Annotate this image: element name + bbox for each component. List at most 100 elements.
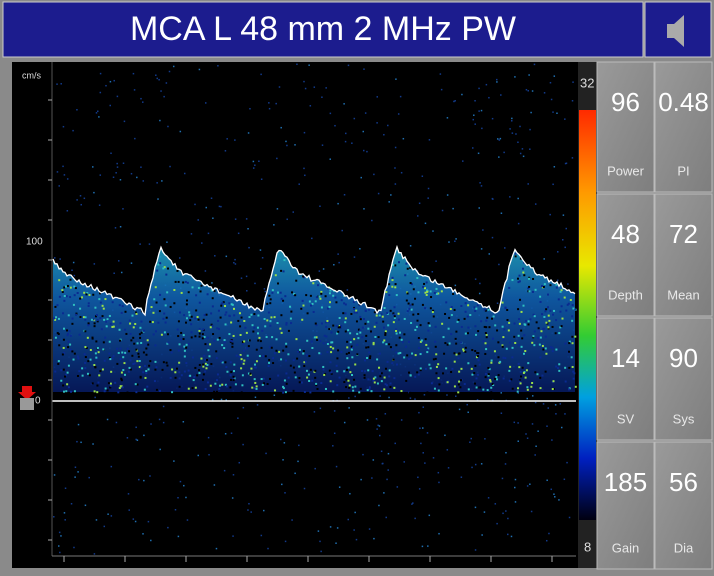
- spectrum-speck: [177, 349, 180, 352]
- noise-dot: [148, 243, 151, 245]
- noise-dot: [260, 534, 263, 537]
- noise-dot: [343, 421, 346, 424]
- spectrum-speck: [242, 349, 245, 352]
- spectrum-speck: [467, 304, 470, 307]
- spectrum-speck: [332, 324, 335, 327]
- spectrum-speck: [247, 345, 250, 348]
- spectrum-speck: [392, 321, 395, 324]
- spectrum-speck: [483, 308, 486, 311]
- spectrum-speck: [71, 350, 74, 353]
- spectrum-speck: [173, 302, 176, 305]
- spectrum-speck: [376, 358, 379, 361]
- spectrum-speck: [450, 306, 453, 309]
- spectrum-speck: [185, 343, 188, 346]
- spectrum-speck: [205, 313, 208, 316]
- spectrum-speck: [426, 391, 429, 394]
- noise-dot: [66, 210, 69, 212]
- noise-dot: [515, 133, 517, 135]
- baseline-marker[interactable]: [18, 386, 36, 400]
- spectrum-speck: [166, 291, 169, 294]
- spectrum-speck: [473, 306, 476, 309]
- spectrum-speck: [84, 316, 87, 319]
- spectrum-speck: [124, 310, 127, 313]
- noise-dot: [109, 80, 112, 83]
- spectrum-speck: [54, 305, 57, 308]
- spectrum-speck: [527, 287, 530, 290]
- spectrum-speck: [57, 317, 60, 320]
- noise-dot: [469, 441, 471, 443]
- spectrum-speck: [143, 388, 146, 391]
- spectrum-speck: [348, 339, 351, 342]
- spectrum-speck: [315, 384, 318, 387]
- spectrum-speck: [412, 313, 415, 316]
- spectrum-speck: [316, 338, 319, 341]
- spectrum-speck: [273, 316, 276, 319]
- spectrum-speck: [192, 379, 195, 382]
- noise-dot: [313, 86, 316, 88]
- noise-dot: [368, 528, 371, 530]
- noise-dot: [179, 480, 182, 483]
- spectrum-speck: [203, 314, 206, 317]
- noise-dot: [480, 463, 483, 465]
- spectrum-speck: [183, 355, 186, 358]
- noise-dot: [225, 399, 228, 401]
- spectrum-speck: [84, 356, 87, 359]
- spectrum-speck: [501, 344, 504, 347]
- spectrum-speck: [178, 343, 181, 346]
- spectrum-speck: [435, 372, 438, 375]
- spectrum-speck: [255, 348, 258, 351]
- noise-dot: [211, 282, 213, 284]
- spectrum-speck: [222, 362, 225, 365]
- spectrum-speck: [63, 375, 66, 378]
- noise-dot: [298, 183, 300, 185]
- noise-dot: [510, 535, 513, 538]
- spectrum-speck: [201, 333, 204, 336]
- baseline-handle[interactable]: [20, 398, 34, 410]
- spectrum-speck: [379, 316, 382, 319]
- spectrum-speck: [517, 281, 520, 284]
- spectrum-speck: [220, 360, 223, 363]
- noise-dot: [525, 88, 528, 91]
- spectrum-speck: [395, 344, 398, 347]
- spectrum-speck: [166, 333, 169, 336]
- spectrum-speck: [95, 314, 98, 317]
- noise-dot: [150, 423, 152, 425]
- spectrum-speck: [97, 381, 100, 384]
- noise-dot: [183, 172, 186, 175]
- spectrum-speck: [332, 294, 335, 297]
- noise-dot: [549, 81, 552, 84]
- spectrum-speck: [531, 341, 534, 344]
- noise-dot: [496, 302, 499, 304]
- noise-dot: [363, 149, 365, 152]
- spectrum-speck: [76, 375, 79, 378]
- noise-dot: [319, 205, 321, 207]
- spectrum-speck: [91, 382, 94, 385]
- noise-dot: [378, 504, 380, 507]
- noise-dot: [511, 132, 514, 134]
- spectrum-speck: [391, 276, 394, 279]
- noise-dot: [259, 249, 262, 251]
- noise-dot: [142, 180, 145, 182]
- spectrum-speck: [85, 293, 88, 296]
- spectrum-speck: [243, 320, 246, 323]
- spectrum-speck: [471, 373, 474, 376]
- spectrum-speck: [511, 279, 514, 282]
- spectrum-speck: [336, 332, 339, 335]
- spectrum-speck: [285, 345, 288, 348]
- spectrum-speck: [489, 380, 492, 383]
- spectrum-speck: [334, 296, 337, 299]
- spectrum-speck: [246, 354, 249, 357]
- spectrum-speck: [522, 304, 525, 307]
- spectrum-speck: [124, 351, 127, 354]
- spectrum-speck: [380, 313, 383, 316]
- spectrum-speck: [104, 336, 107, 339]
- spectrum-speck: [128, 350, 131, 353]
- noise-dot: [379, 434, 381, 437]
- spectrum-speck: [240, 358, 243, 361]
- noise-dot: [79, 195, 82, 197]
- spectrum-speck: [326, 351, 329, 354]
- spectrum-speck: [388, 283, 391, 286]
- spectrum-speck: [272, 357, 275, 360]
- spectrum-speck: [205, 367, 208, 370]
- spectrum-speck: [228, 302, 231, 305]
